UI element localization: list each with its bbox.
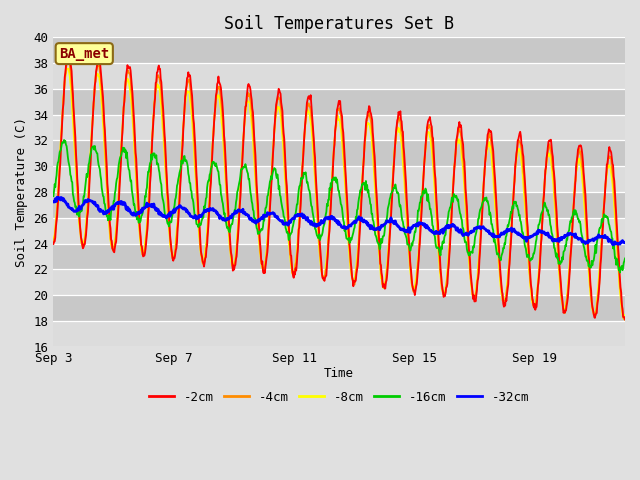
Line: -16cm: -16cm xyxy=(53,140,625,273)
-8cm xyxy=(620,315,628,321)
-4cm xyxy=(250,145,258,151)
Legend: -2cm, -4cm, -8cm, -16cm, -32cm: -2cm, -4cm, -8cm, -16cm, -32cm xyxy=(144,385,534,408)
-8cm xyxy=(527,287,535,293)
-8cm xyxy=(316,255,324,261)
Bar xyxy=(53,141,625,166)
Bar xyxy=(53,63,625,89)
Text: BA_met: BA_met xyxy=(59,47,109,60)
-4cm xyxy=(621,317,629,323)
-32cm xyxy=(609,242,617,248)
-16cm xyxy=(250,216,258,221)
-32cm xyxy=(49,199,57,205)
Y-axis label: Soil Temperature (C): Soil Temperature (C) xyxy=(15,117,28,267)
-4cm xyxy=(172,244,180,250)
-32cm xyxy=(388,218,396,224)
-4cm xyxy=(49,239,57,244)
-8cm xyxy=(64,66,72,72)
-2cm xyxy=(388,193,396,199)
-4cm xyxy=(527,284,535,289)
X-axis label: Time: Time xyxy=(324,367,354,380)
-16cm xyxy=(410,233,418,239)
-8cm xyxy=(388,183,396,189)
Bar xyxy=(53,218,625,244)
Line: -32cm: -32cm xyxy=(53,197,625,245)
-16cm xyxy=(527,257,535,263)
-4cm xyxy=(316,253,324,259)
-32cm xyxy=(316,222,324,228)
-32cm xyxy=(250,219,258,225)
-8cm xyxy=(410,285,418,291)
-2cm xyxy=(250,133,258,139)
-2cm xyxy=(49,241,57,247)
Line: -8cm: -8cm xyxy=(53,69,625,318)
-2cm xyxy=(172,247,180,253)
-16cm xyxy=(621,256,629,262)
-16cm xyxy=(172,195,180,201)
-4cm xyxy=(410,287,418,293)
Line: -2cm: -2cm xyxy=(53,49,625,319)
-8cm xyxy=(250,157,258,163)
-16cm xyxy=(316,237,324,243)
-16cm xyxy=(60,137,68,143)
Bar xyxy=(53,244,625,269)
-32cm xyxy=(621,240,629,245)
-16cm xyxy=(388,188,396,194)
-32cm xyxy=(172,207,180,213)
-16cm xyxy=(49,193,57,199)
-8cm xyxy=(49,235,57,241)
-8cm xyxy=(621,312,629,318)
Bar xyxy=(53,269,625,295)
-4cm xyxy=(388,185,396,191)
-4cm xyxy=(65,58,72,64)
Bar xyxy=(53,166,625,192)
-2cm xyxy=(316,243,324,249)
Bar xyxy=(53,89,625,115)
-8cm xyxy=(172,240,180,245)
-32cm xyxy=(53,194,61,200)
Bar xyxy=(53,321,625,347)
Bar xyxy=(53,37,625,63)
-16cm xyxy=(616,270,624,276)
Bar xyxy=(53,115,625,141)
Bar xyxy=(53,295,625,321)
Title: Soil Temperatures Set B: Soil Temperatures Set B xyxy=(224,15,454,33)
-2cm xyxy=(63,47,71,52)
Line: -4cm: -4cm xyxy=(53,61,625,320)
-2cm xyxy=(621,316,629,322)
-2cm xyxy=(410,288,418,294)
-2cm xyxy=(527,281,535,287)
Bar xyxy=(53,192,625,218)
-32cm xyxy=(410,223,418,228)
-32cm xyxy=(527,234,535,240)
